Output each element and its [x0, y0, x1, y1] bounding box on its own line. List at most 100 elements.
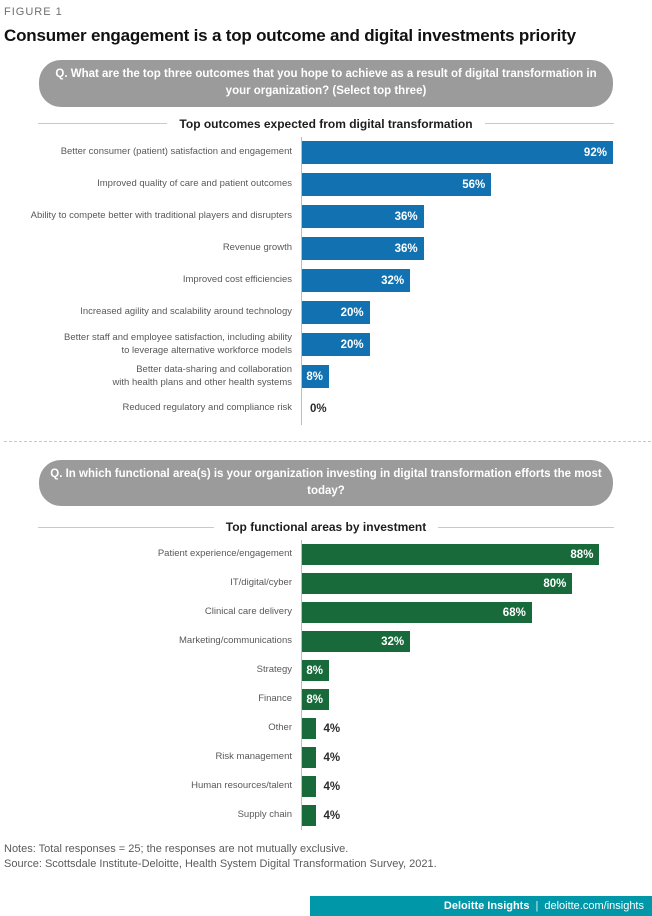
value-label: 32% — [381, 635, 405, 648]
chart-title-row-1: Top outcomes expected from digital trans… — [38, 117, 614, 131]
bar-track: 8% — [301, 685, 640, 714]
bar: 8% — [302, 689, 330, 710]
value-label: 36% — [394, 210, 418, 223]
bar: 36% — [302, 237, 424, 260]
footer-notes: Notes: Total responses = 25; the respons… — [4, 842, 648, 872]
brand-band: Deloitte Insights | deloitte.com/insight… — [310, 896, 652, 916]
chart-title-2: Top functional areas by investment — [225, 520, 427, 534]
bar-track: 88% — [301, 540, 640, 569]
bar: 8% — [302, 660, 330, 681]
chart-title-1: Top outcomes expected from digital trans… — [179, 116, 473, 131]
page-title: Consumer engagement is a top outcome and… — [4, 26, 576, 45]
title-rule-right — [438, 526, 615, 528]
bar-row: Human resources/talent 4% — [4, 772, 648, 801]
bar-track: 92% — [301, 136, 640, 169]
bar-track: 20% — [301, 328, 640, 361]
category-label: Human resources/talent — [191, 780, 292, 792]
value-label: 56% — [462, 178, 486, 191]
category-label: Better staff and employee satisfaction, … — [64, 332, 292, 356]
category-label: Better data-sharing and collaboration wi… — [112, 364, 292, 388]
chart-title-row-2: Top functional areas by investment — [38, 520, 615, 534]
bar-row: Supply chain 4% — [4, 801, 648, 830]
bar: 92% — [302, 141, 613, 164]
figure-page: FIGURE 1 Consumer engagement is a top ou… — [4, 6, 652, 872]
section-divider — [4, 440, 652, 442]
bar-row: Other 4% — [4, 714, 648, 743]
category-label: Patient experience/engagement — [157, 548, 292, 560]
bar-track: 0% — [301, 392, 640, 425]
bar — [302, 776, 316, 797]
bar-row: Better staff and employee satisfaction, … — [4, 328, 648, 361]
category-label: Improved cost efficiencies — [182, 274, 292, 286]
bar: 36% — [302, 205, 424, 228]
value-label: 20% — [340, 338, 364, 351]
value-label: 4% — [323, 780, 341, 793]
value-label: 68% — [502, 606, 526, 619]
question-pill-1: Q. What are the top three outcomes that … — [39, 60, 613, 107]
bar-track: 8% — [301, 360, 640, 393]
category-label: Better consumer (patient) satisfaction a… — [60, 146, 292, 158]
category-label: Clinical care delivery — [204, 606, 292, 618]
bar-row: Revenue growth 36% — [4, 232, 648, 265]
bar-track: 32% — [301, 627, 640, 656]
title-rule-left — [38, 123, 168, 124]
value-label: 4% — [323, 751, 341, 764]
section-top-outcomes: Q. What are the top three outcomes that … — [4, 60, 648, 425]
bar-row: Improved quality of care and patient out… — [4, 168, 648, 201]
value-label: 8% — [306, 693, 324, 706]
figure-label: FIGURE 1 — [4, 6, 63, 18]
value-label: 4% — [323, 722, 341, 735]
bar-row: Finance 8% — [4, 685, 648, 714]
category-label: Other — [268, 722, 292, 734]
value-label: 0% — [310, 402, 327, 415]
bar: 68% — [302, 602, 532, 623]
bar-track: 36% — [301, 232, 640, 265]
bar-track: 4% — [301, 743, 640, 772]
bar: 32% — [302, 269, 411, 292]
bar-row: IT/digital/cyber 80% — [4, 569, 648, 598]
bar — [302, 805, 316, 826]
question-pill-2: Q. In which functional area(s) is your o… — [39, 459, 613, 506]
bar-track: 80% — [301, 569, 640, 598]
brand-site-link: deloitte.com/insights — [544, 900, 644, 912]
bar-track: 20% — [301, 296, 640, 329]
bar-track: 4% — [301, 801, 640, 830]
bar-row: Risk management 4% — [4, 743, 648, 772]
value-label: 88% — [570, 548, 594, 561]
value-label: 4% — [323, 809, 341, 822]
value-label: 20% — [340, 306, 364, 319]
bar-row: Better consumer (patient) satisfaction a… — [4, 136, 648, 169]
bar-row: Improved cost efficiencies 32% — [4, 264, 648, 297]
notes-line: Notes: Total responses = 25; the respons… — [4, 843, 349, 855]
bar-chart-investment: Patient experience/engagement 88% IT/digit… — [4, 540, 648, 830]
bar-row: Strategy 8% — [4, 656, 648, 685]
category-label: Marketing/communications — [179, 635, 292, 647]
bar-row: Ability to compete better with tradition… — [4, 200, 648, 233]
bar-track: 8% — [301, 656, 640, 685]
bar: 80% — [302, 573, 573, 594]
category-label: IT/digital/cyber — [230, 577, 292, 589]
bar-row: Reduced regulatory and compliance risk 0% — [4, 392, 648, 425]
category-label: Improved quality of care and patient out… — [97, 178, 292, 190]
bar-row: Increased agility and scalability around… — [4, 296, 648, 329]
bar: 8% — [302, 365, 330, 388]
bar-row: Clinical care delivery 68% — [4, 598, 648, 627]
bar-chart-outcomes: Better consumer (patient) satisfaction a… — [4, 136, 648, 425]
bar: 20% — [302, 301, 370, 324]
value-label: 80% — [543, 577, 567, 590]
bar-row: Better data-sharing and collaboration wi… — [4, 360, 648, 393]
bar-track: 36% — [301, 200, 640, 233]
category-label: Risk management — [215, 751, 292, 763]
category-label: Finance — [258, 693, 292, 705]
bar-track: 68% — [301, 598, 640, 627]
bar: 32% — [302, 631, 411, 652]
value-label: 32% — [381, 274, 405, 287]
value-label: 8% — [306, 370, 324, 383]
brand-name: Deloitte Insights — [443, 900, 530, 912]
value-label: 92% — [583, 146, 607, 159]
bar-track: 4% — [301, 714, 640, 743]
title-rule-right — [484, 123, 614, 124]
source-line: Source: Scottsdale Institute-Deloitte, H… — [4, 857, 437, 870]
category-label: Ability to compete better with tradition… — [30, 210, 292, 222]
bar-row: Patient experience/engagement 88% — [4, 540, 648, 569]
